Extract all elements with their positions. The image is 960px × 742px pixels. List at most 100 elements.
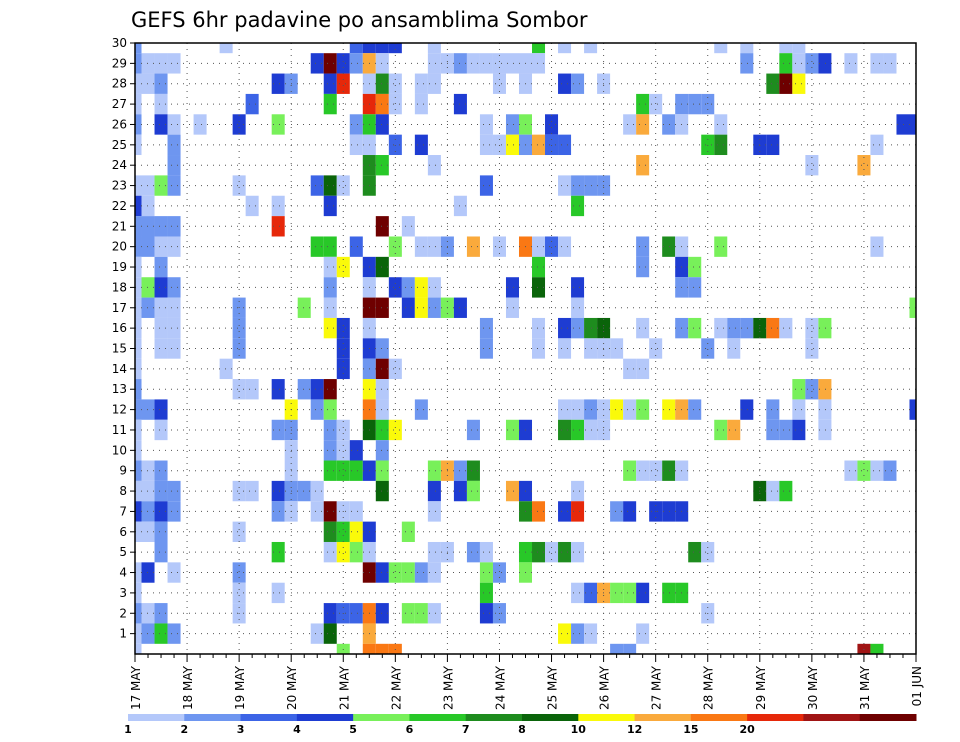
heat-cell [323,521,337,542]
heat-cell [427,277,441,298]
heat-cell [135,358,142,380]
heat-cell [135,603,142,624]
heat-cell [349,501,363,522]
x-tick-label: 22 MAY [389,665,403,710]
heat-cell [401,562,415,583]
heat-cell [310,175,324,196]
heat-cell [414,73,428,94]
y-tick-label: 7 [119,504,127,518]
heat-cell [636,256,650,278]
heat-cell [141,73,155,94]
heat-cell [323,317,337,339]
heat-cell [167,53,181,74]
heat-cell [636,155,650,176]
y-tick-label: 16 [112,321,127,335]
heat-cell [532,338,546,359]
heat-cell [584,399,598,420]
heat-cell [349,114,363,135]
heat-cell [323,277,337,298]
heat-cell [714,114,728,135]
heat-cell [857,460,871,481]
heat-cell [649,93,663,115]
heat-cell [844,53,858,74]
y-tick-label: 27 [112,97,127,111]
heat-cell [532,501,546,522]
heat-cell [571,480,585,502]
heat-cell [414,93,428,115]
heat-cell [805,53,819,74]
heat-cell [154,256,168,278]
y-tick-label: 19 [112,260,127,274]
heat-cell [558,134,572,156]
colorbar-label: 2 [180,723,188,736]
heat-cell [135,317,142,339]
heat-cell [532,277,546,298]
heat-cell [623,460,637,481]
heat-cell [141,195,155,217]
heat-cell [870,134,884,156]
y-tick-label: 28 [112,77,127,91]
heat-cell [662,114,676,135]
heat-cell [135,379,142,400]
heat-cell [232,114,246,135]
heat-cell [857,643,871,654]
heat-cell [649,338,663,359]
heat-cell [297,297,311,318]
heat-cell [584,317,598,339]
heat-cell [740,53,754,74]
y-tick-label: 8 [119,484,127,498]
heat-cell [479,317,493,339]
colorbar-swatch [690,714,748,721]
x-tick-label: 01 JUN [910,666,924,706]
heat-cell [571,73,585,94]
heat-cell [154,480,168,502]
heat-cell [154,541,168,563]
y-tick-label: 26 [112,117,127,131]
colorbar-swatch [128,714,185,721]
heat-cell [297,379,311,400]
y-tick-label: 5 [119,545,127,559]
heat-cell [636,582,650,604]
heat-cell [154,317,168,339]
colorbar-swatch [409,714,467,721]
heat-cell [766,419,780,441]
heat-cell [375,358,389,380]
heat-cell [909,297,916,318]
heat-cell [135,134,142,156]
heat-cell [297,480,311,502]
heat-cell [167,216,181,237]
heat-cell [271,419,285,441]
heat-cell [388,93,402,115]
heat-cell [245,379,259,400]
heat-cell [688,399,702,420]
heat-cell [336,358,350,380]
heat-cell [479,114,493,135]
y-tick-label: 18 [112,280,127,294]
heat-cell [375,114,389,135]
heat-cell [427,53,441,74]
heat-cell [779,53,793,74]
heat-cell [479,134,493,156]
heat-cell [701,338,715,359]
heat-cell [414,134,428,156]
heat-cell [375,562,389,583]
heat-cell [336,175,350,196]
heat-cell [135,114,142,135]
heat-cell [375,419,389,441]
heat-cell [362,643,376,654]
heat-cell [167,155,181,176]
heat-cell [375,155,389,176]
heat-cell [349,521,363,542]
heat-cell [336,643,350,654]
heat-cell [453,195,467,217]
heat-cell [818,399,832,420]
heat-cell [271,379,285,400]
x-tick-label: 27 MAY [650,665,664,710]
heat-cell [141,603,155,624]
heat-cell [232,379,246,400]
heat-cell [323,603,337,624]
heat-cell [232,175,246,196]
heat-cell [492,73,506,94]
heat-cell [375,93,389,115]
heat-cell [883,460,897,481]
